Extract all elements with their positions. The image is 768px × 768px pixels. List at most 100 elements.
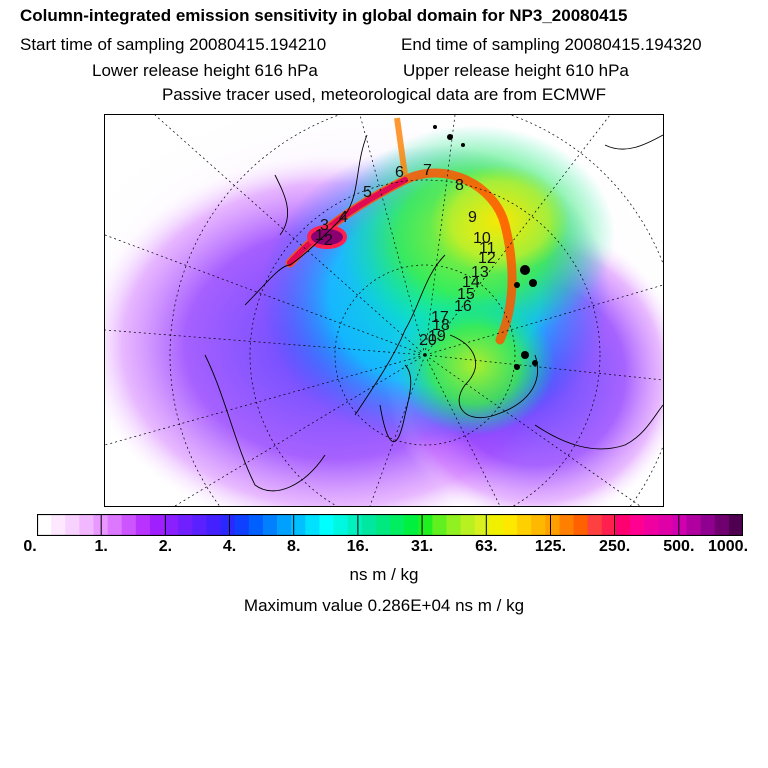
colorbar-cell <box>700 514 716 536</box>
latitude-circles <box>169 115 663 506</box>
high-sensitivity-dots <box>433 125 538 370</box>
colorbar-cell <box>206 514 221 536</box>
trajectory-label: 20 <box>419 332 437 349</box>
colorbar-cell <box>531 514 546 536</box>
colorbar-tick-label: 0. <box>23 538 37 555</box>
colorbar-cell <box>164 514 179 536</box>
plot-title: Column-integrated emission sensitivity i… <box>20 6 628 25</box>
meridian-lines <box>105 115 663 506</box>
colorbar-cell <box>305 514 320 536</box>
colorbar-cell <box>615 514 631 536</box>
colorbar-cell <box>714 514 730 536</box>
colorbar-cell <box>107 514 123 536</box>
trajectory-label: 10 <box>473 230 491 247</box>
trajectory-label: 16 <box>454 298 472 315</box>
colorbar-cell <box>192 514 207 536</box>
colorbar-cell <box>672 514 687 536</box>
colorbar-cell <box>587 514 603 536</box>
colorbar-cell <box>262 514 278 536</box>
colorbar-cell <box>545 514 560 536</box>
colorbar-cell <box>601 514 617 536</box>
upper-release-label: Upper release height 610 hPa <box>403 61 629 80</box>
colorbar-tick-label: 125. <box>534 538 567 555</box>
colorbar-cell <box>488 514 504 536</box>
colorbar-cell <box>686 514 702 536</box>
trajectory-label: 13 <box>471 264 489 281</box>
colorbar-cell <box>361 514 377 536</box>
plume-inner <box>287 177 408 266</box>
colorbar-cell <box>277 514 292 536</box>
trajectory-label: 5 <box>363 184 372 201</box>
colorbar-tick-label: 250. <box>599 538 631 555</box>
colorbar-cell <box>460 514 476 536</box>
colorbar-cell <box>149 514 165 536</box>
colorbar-tick-label: 500. <box>663 538 695 555</box>
colorbar-cell <box>65 514 80 536</box>
trajectory-label: 11 <box>479 240 496 257</box>
colorbar-cell <box>630 514 645 536</box>
colorbar-tick-label: 8. <box>287 538 301 555</box>
colorbar-cell <box>644 514 659 536</box>
plume-north <box>394 117 408 176</box>
colorbar-cell <box>333 514 349 536</box>
trajectory-label: 18 <box>432 317 450 334</box>
trajectory-label: 14 <box>462 274 480 291</box>
lower-release-label: Lower release height 616 hPa <box>92 61 318 80</box>
trajectory-label: 1 <box>315 227 324 244</box>
trajectory-label: 4 <box>339 209 348 226</box>
colorbar-tick-label: 1000. <box>707 538 749 555</box>
end-time-label: End time of sampling 20080415.194320 <box>401 35 702 54</box>
sensitivity-map: 1 2 3 4 5 6 7 8 9 10 11 12 13 14 15 16 17 18 19 20 <box>104 114 664 507</box>
colorbar-cell <box>375 514 391 536</box>
colorbar-cell <box>390 514 405 536</box>
colorbar-cells <box>37 514 743 536</box>
trajectory-label: 9 <box>468 209 477 226</box>
coastlines <box>204 134 663 492</box>
trajectory-label: 2 <box>324 232 333 249</box>
colorbar-tick-label: 63. <box>475 538 498 555</box>
colorbar-cell <box>291 514 306 536</box>
colorbar-cell <box>432 514 447 536</box>
colorbar-cell <box>404 514 419 536</box>
colorbar-cell <box>135 514 151 536</box>
colorbar-tick-label: 31. <box>410 538 434 555</box>
sensitivity-field-green-south <box>395 295 555 435</box>
colorbar-cell <box>502 514 518 536</box>
start-time-label: Start time of sampling 20080415.194210 <box>20 35 327 54</box>
trajectory-label: 3 <box>320 217 329 234</box>
colorbar-tick-label: 4. <box>222 538 237 555</box>
colorbar-cell <box>248 514 264 536</box>
trajectory-label: 7 <box>423 162 432 179</box>
trajectory-label: 15 <box>457 286 475 303</box>
colorbar-cell <box>51 514 66 536</box>
colorbar-tick-label: 1. <box>94 538 108 555</box>
colorbar-cell <box>347 514 363 536</box>
colorbar-cell <box>178 514 193 536</box>
trajectory-label: 17 <box>431 309 449 326</box>
colorbar-cell <box>234 514 250 536</box>
trajectory-label: 8 <box>455 177 464 194</box>
trajectory-label: 12 <box>478 250 496 267</box>
colorbar-cell <box>573 514 589 536</box>
colorbar-tick-label: 16. <box>346 538 370 555</box>
colorbar-cell <box>728 514 743 536</box>
colorbar-cell <box>121 514 137 536</box>
data-source-note: Passive tracer used, meteorological data… <box>161 85 607 104</box>
colorbar-tick-label: 2. <box>158 538 173 555</box>
colorbar-cell <box>37 514 52 536</box>
trajectory-label: 6 <box>395 164 404 181</box>
colorbar-cell <box>79 514 94 536</box>
colorbar <box>37 514 743 536</box>
colorbar-cell <box>418 514 433 536</box>
colorbar-cell <box>319 514 334 536</box>
colorbar-cell <box>517 514 532 536</box>
colorbar-cell <box>474 514 490 536</box>
colorbar-cell <box>446 514 461 536</box>
maximum-value-label: Maximum value 0.286E+04 ns m / kg <box>243 596 525 615</box>
colorbar-cell <box>559 514 574 536</box>
colorbar-cell <box>658 514 673 536</box>
trajectory-label: 19 <box>428 328 446 345</box>
colorbar-frame <box>37 514 743 536</box>
